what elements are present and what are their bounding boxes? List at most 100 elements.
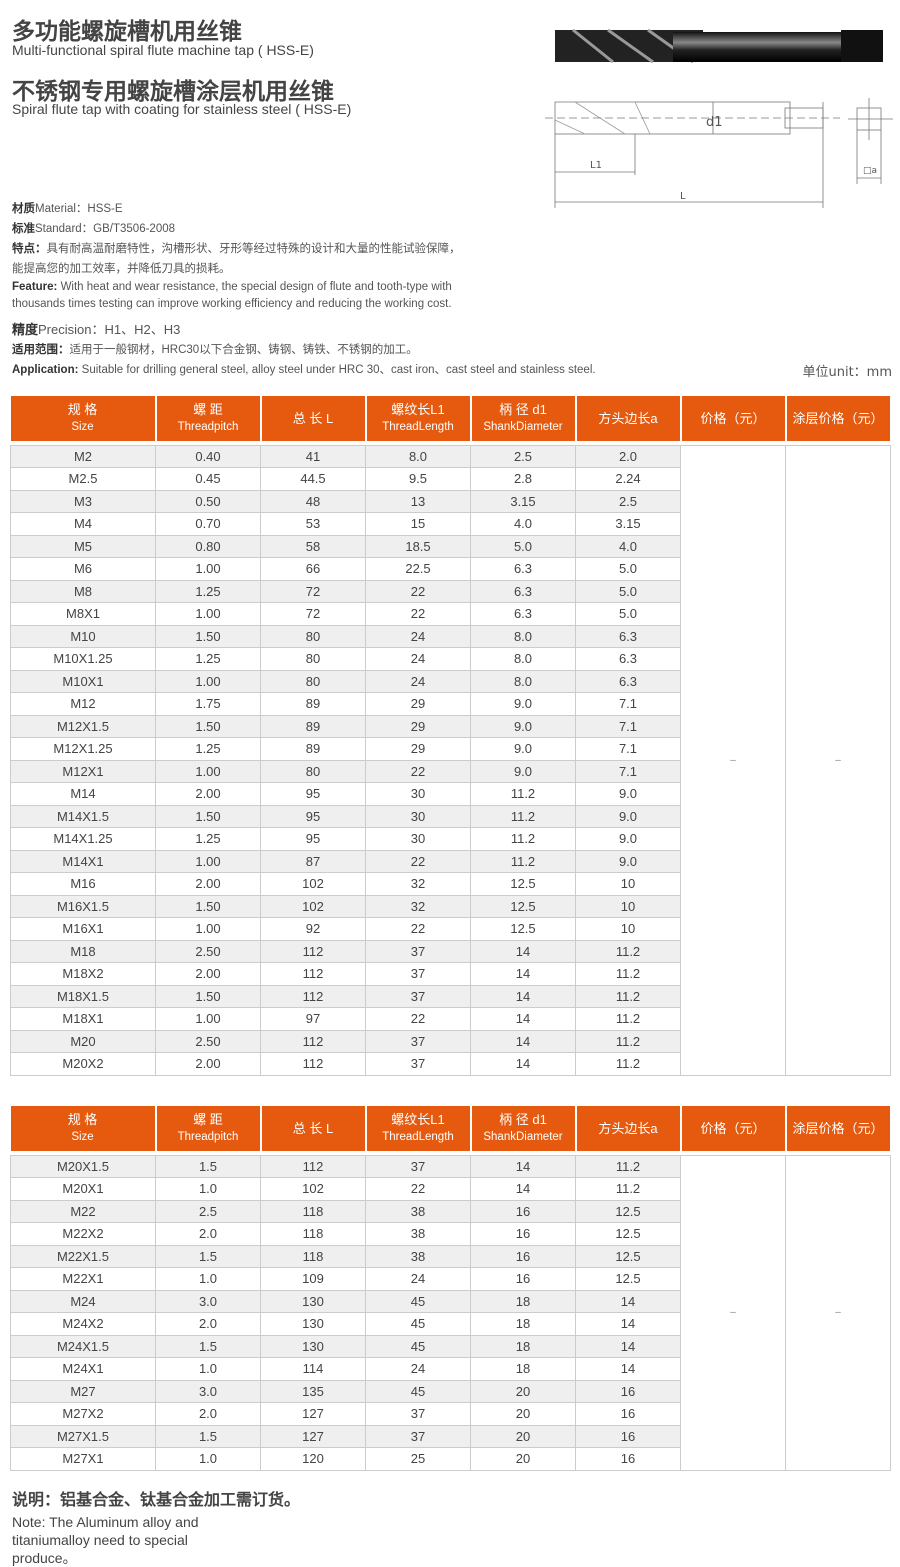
- precision: 精度Precision：H1、H2、H3: [12, 322, 181, 337]
- table-cell: 38: [365, 1222, 471, 1246]
- table-cell: 25: [365, 1447, 471, 1471]
- table-cell: 2.5: [575, 489, 681, 513]
- table-row: M6 1.00 66 22.5 6.3 5.0: [10, 557, 891, 581]
- table-cell: 11.2: [575, 1052, 681, 1076]
- table-cell: 22: [365, 579, 471, 603]
- application: Application: Suitable for drilling gener…: [12, 364, 596, 376]
- table-row: M12X1 1.00 80 22 9.0 7.1: [10, 759, 891, 783]
- table-cell: M10: [10, 624, 156, 648]
- table-cell: 0.80: [155, 534, 261, 558]
- table-cell: M20X2: [10, 1052, 156, 1076]
- standard: 标准Standard：GB/T3506-2008: [12, 223, 176, 235]
- table-cell: 3.15: [575, 512, 681, 536]
- table-cell: 29: [365, 714, 471, 738]
- table-cell: M6: [10, 557, 156, 581]
- table-cell: 2.50: [155, 1029, 261, 1053]
- table-cell: 16: [470, 1199, 576, 1223]
- column-header: 柄 径 d1 ShankDiameter: [470, 396, 577, 441]
- price-cell: –: [680, 1154, 786, 1471]
- table-cell: 118: [260, 1244, 366, 1268]
- table-cell: 2.0: [575, 444, 681, 468]
- table-cell: M18X1.5: [10, 984, 156, 1008]
- table-cell: 1.25: [155, 579, 261, 603]
- table-cell: 22: [365, 849, 471, 873]
- table-cell: 45: [365, 1289, 471, 1313]
- column-header: 总 长 L: [260, 396, 367, 441]
- table-cell: M24X2: [10, 1312, 156, 1336]
- coated-price-cell: –: [785, 1154, 891, 1471]
- table-cell: 2.00: [155, 1052, 261, 1076]
- table-cell: 37: [365, 1402, 471, 1426]
- table-cell: 127: [260, 1402, 366, 1426]
- table-cell: 30: [365, 804, 471, 828]
- feature-en: Feature: With heat and wear resistance, …: [12, 281, 452, 293]
- column-header: 涂层价格（元）: [785, 1106, 892, 1151]
- table-cell: 16: [470, 1244, 576, 1268]
- table-cell: 30: [365, 782, 471, 806]
- table-cell: 89: [260, 737, 366, 761]
- table-cell: 29: [365, 692, 471, 716]
- table-cell: 2.00: [155, 962, 261, 986]
- table-cell: M12X1.5: [10, 714, 156, 738]
- table-cell: 11.2: [470, 782, 576, 806]
- table-cell: 24: [365, 647, 471, 671]
- spec-table-2: 规 格 Size 螺 距 Threadpitch 总 长 L 螺纹长L1 ThreadLen…: [10, 1106, 892, 1471]
- svg-text:d1: d1: [706, 115, 723, 130]
- note-en: Note: The Aluminum alloy and titaniumall…: [12, 1514, 199, 1566]
- table-cell: 9.0: [470, 759, 576, 783]
- table-cell: 13: [365, 489, 471, 513]
- table-cell: 9.0: [575, 827, 681, 851]
- table-cell: 1.0: [155, 1447, 261, 1471]
- table-row: M22X1 1.0 109 24 16 12.5: [10, 1267, 891, 1291]
- table-cell: M24X1.5: [10, 1334, 156, 1358]
- table-cell: M16X1.5: [10, 894, 156, 918]
- table-cell: 80: [260, 624, 366, 648]
- table-cell: M4: [10, 512, 156, 536]
- table-cell: 18: [470, 1312, 576, 1336]
- table-cell: 1.00: [155, 602, 261, 626]
- table-cell: 4.0: [575, 534, 681, 558]
- table-cell: M24X1: [10, 1357, 156, 1381]
- table-cell: 1.50: [155, 894, 261, 918]
- table-cell: 87: [260, 849, 366, 873]
- table-cell: M10X1: [10, 669, 156, 693]
- table-cell: 14: [470, 1029, 576, 1053]
- table-row: M5 0.80 58 18.5 5.0 4.0: [10, 534, 891, 558]
- table-cell: 22: [365, 1177, 471, 1201]
- coated-price-cell: –: [785, 444, 891, 1076]
- table-cell: 6.3: [575, 624, 681, 648]
- table-cell: 20: [470, 1447, 576, 1471]
- table-cell: 15: [365, 512, 471, 536]
- material: 材质Material：HSS-E: [12, 203, 123, 215]
- table-cell: 112: [260, 939, 366, 963]
- table-cell: M12: [10, 692, 156, 716]
- table-cell: 112: [260, 984, 366, 1008]
- table-cell: M22X1: [10, 1267, 156, 1291]
- table-cell: M18: [10, 939, 156, 963]
- table-row: M20X2 2.00 112 37 14 11.2: [10, 1052, 891, 1076]
- table-cell: 12.5: [470, 894, 576, 918]
- table-cell: 95: [260, 804, 366, 828]
- table-cell: 12.5: [575, 1199, 681, 1223]
- table-cell: 1.50: [155, 624, 261, 648]
- table-cell: 22: [365, 602, 471, 626]
- table-cell: 1.5: [155, 1154, 261, 1178]
- table-row: M8X1 1.00 72 22 6.3 5.0: [10, 602, 891, 626]
- table-cell: 72: [260, 602, 366, 626]
- table-cell: 3.0: [155, 1289, 261, 1313]
- table-cell: 2.8: [470, 467, 576, 491]
- table-cell: 1.75: [155, 692, 261, 716]
- table-cell: 11.2: [575, 939, 681, 963]
- table-cell: 0.40: [155, 444, 261, 468]
- table-cell: 12.5: [575, 1267, 681, 1291]
- table-cell: 1.50: [155, 714, 261, 738]
- table-cell: 112: [260, 1052, 366, 1076]
- table-cell: 14: [470, 939, 576, 963]
- note-cn: 说明：铝基合金、钛基合金加工需订货。: [12, 1490, 301, 1509]
- column-header: 方头边长a: [575, 1106, 682, 1151]
- column-header: 螺 距 Threadpitch: [155, 396, 262, 441]
- table-cell: 10: [575, 894, 681, 918]
- table-cell: 14: [575, 1334, 681, 1358]
- table-cell: 11.2: [470, 804, 576, 828]
- feature-cn-2: 能提高您的加工效率，并降低刀具的损耗。: [12, 263, 231, 275]
